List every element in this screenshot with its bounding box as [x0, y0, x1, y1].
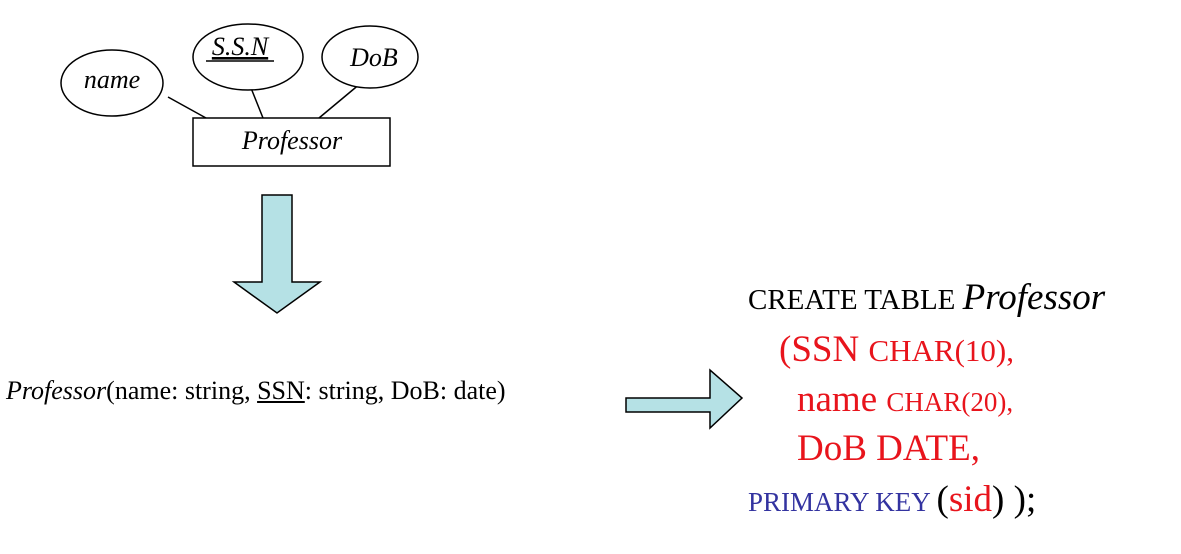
down-arrow — [231, 194, 323, 314]
professor-entity-label: Professor — [241, 126, 343, 155]
sql-line-col1: (SSN CHAR(10), — [779, 328, 1014, 371]
sql-create-keyword: CREATE TABLE — [748, 284, 963, 316]
relation-attrs-rest: : string, DoB: date) — [304, 376, 506, 405]
sql-pk-open: ( — [936, 479, 949, 520]
right-arrow — [625, 368, 744, 430]
relation-name: Professor — [6, 376, 107, 405]
sql-col2-name: name — [797, 379, 887, 420]
professor-entity — [192, 117, 391, 167]
sql-line-create: CREATE TABLE Professor — [748, 276, 1105, 319]
sql-col1-type: CHAR(10), — [868, 333, 1014, 368]
sql-pk-close: ) ); — [992, 479, 1037, 520]
ssn-attribute-label: S.S.N — [212, 32, 270, 61]
sql-pk-column: sid — [948, 479, 993, 520]
sql-col1-name: (SSN — [779, 329, 869, 370]
dob-attribute — [321, 25, 419, 89]
dob-attribute-label: DoB — [349, 43, 398, 72]
sql-line-col3: DoB DATE, — [797, 428, 980, 469]
sql-table-name: Professor — [962, 277, 1106, 318]
name-attribute — [60, 49, 164, 117]
relation-attrs-open: (name: string, — [106, 376, 258, 405]
name-attribute-label: name — [84, 65, 140, 94]
sql-pk-keyword: PRIMARY KEY — [748, 487, 937, 517]
sql-line-col2: name CHAR(20), — [797, 378, 1013, 421]
ssn-attribute — [192, 23, 304, 91]
sql-col2-type: CHAR(20), — [886, 387, 1014, 417]
ssn-connector — [250, 87, 264, 119]
relation-key: SSN — [257, 376, 305, 405]
sql-line-pk: PRIMARY KEY (sid) ); — [748, 478, 1036, 521]
name-connector — [167, 96, 207, 119]
relational-schema: Professor(name: string, SSN: string, DoB… — [6, 376, 506, 406]
